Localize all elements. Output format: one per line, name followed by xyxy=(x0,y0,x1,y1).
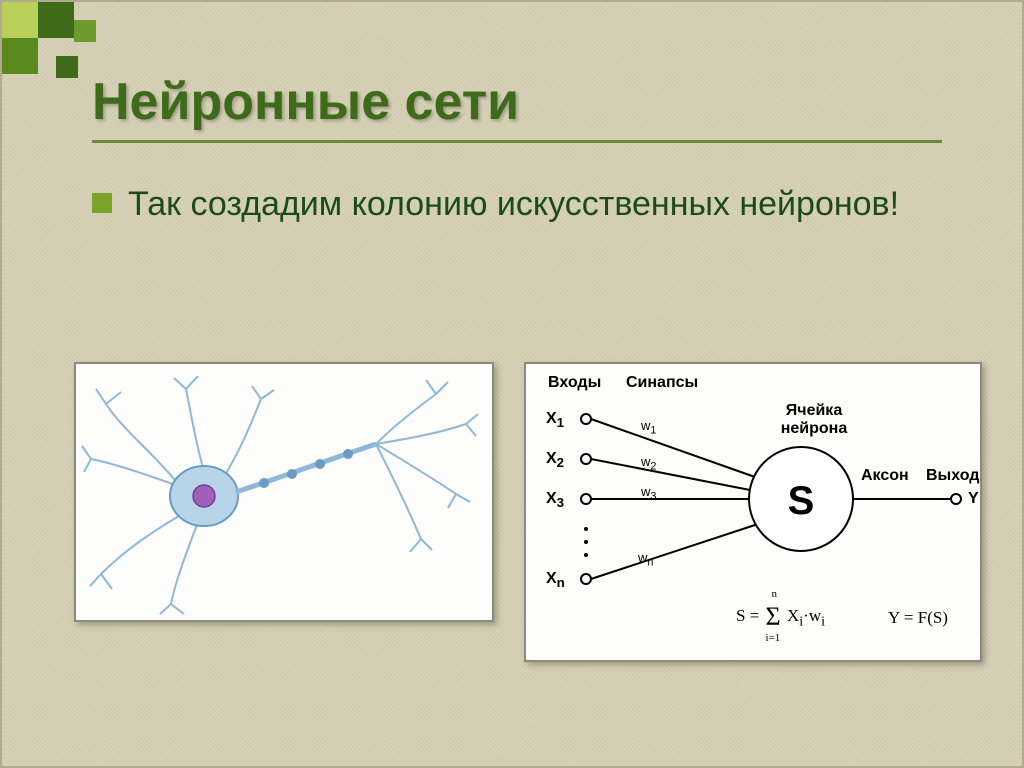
figure-row: S Входы Синапсы Ячейка нейрона Аксон Вых… xyxy=(74,362,982,662)
output-var: Y xyxy=(968,490,979,508)
w-sub: n xyxy=(647,557,653,569)
w-sub: 2 xyxy=(650,461,656,473)
model-neuron-panel: S Входы Синапсы Ячейка нейрона Аксон Вых… xyxy=(524,362,982,662)
summation-label: S xyxy=(788,479,815,523)
ellipsis-dots xyxy=(584,527,588,557)
bullet-text: Так создадим колонию искусственных нейро… xyxy=(128,183,899,226)
label-inputs: Входы xyxy=(548,374,601,392)
input-node xyxy=(581,414,591,424)
w-sub: 1 xyxy=(650,425,656,437)
bullet-marker-icon xyxy=(92,193,112,213)
axon xyxy=(236,444,376,492)
decor-sq xyxy=(56,56,78,78)
nucleus xyxy=(193,485,215,507)
decor-sq xyxy=(2,38,38,74)
formula-output: Y = F(S) xyxy=(888,608,948,628)
x-sub: n xyxy=(557,575,565,590)
slide: Нейронные сети Так создадим колонию иску… xyxy=(0,0,1024,768)
title-area: Нейронные сети xyxy=(2,2,1022,153)
bullet-item: Так создадим колонию искусственных нейро… xyxy=(92,183,962,226)
formula-sum: S = n Σ i=1 Xi·wi xyxy=(736,602,825,632)
input-node xyxy=(581,574,591,584)
input-node xyxy=(581,454,591,464)
label-cell: Ячейка нейрона xyxy=(774,402,854,437)
x-sub: 2 xyxy=(557,455,564,470)
synapse-line xyxy=(591,419,755,477)
x-sub: 1 xyxy=(557,415,564,430)
bio-neuron-panel xyxy=(74,362,494,622)
title-underline xyxy=(92,140,942,143)
input-node xyxy=(581,494,591,504)
synapse-line xyxy=(591,459,750,490)
label-axon: Аксон xyxy=(861,467,909,485)
w-sub: 3 xyxy=(650,491,656,503)
x-sub: 3 xyxy=(557,495,564,510)
output-node xyxy=(951,494,961,504)
decor-sq xyxy=(2,2,38,38)
bio-neuron-svg xyxy=(76,364,496,624)
synapse-line xyxy=(591,524,758,579)
decor-sq xyxy=(38,2,74,38)
label-output: Выход xyxy=(926,467,979,485)
decor-sq xyxy=(74,20,96,42)
slide-title: Нейронные сети xyxy=(92,72,962,132)
body-area: Так создадим колонию искусственных нейро… xyxy=(2,153,1022,226)
label-synapses: Синапсы xyxy=(626,374,698,392)
axon-terminals xyxy=(376,380,478,552)
